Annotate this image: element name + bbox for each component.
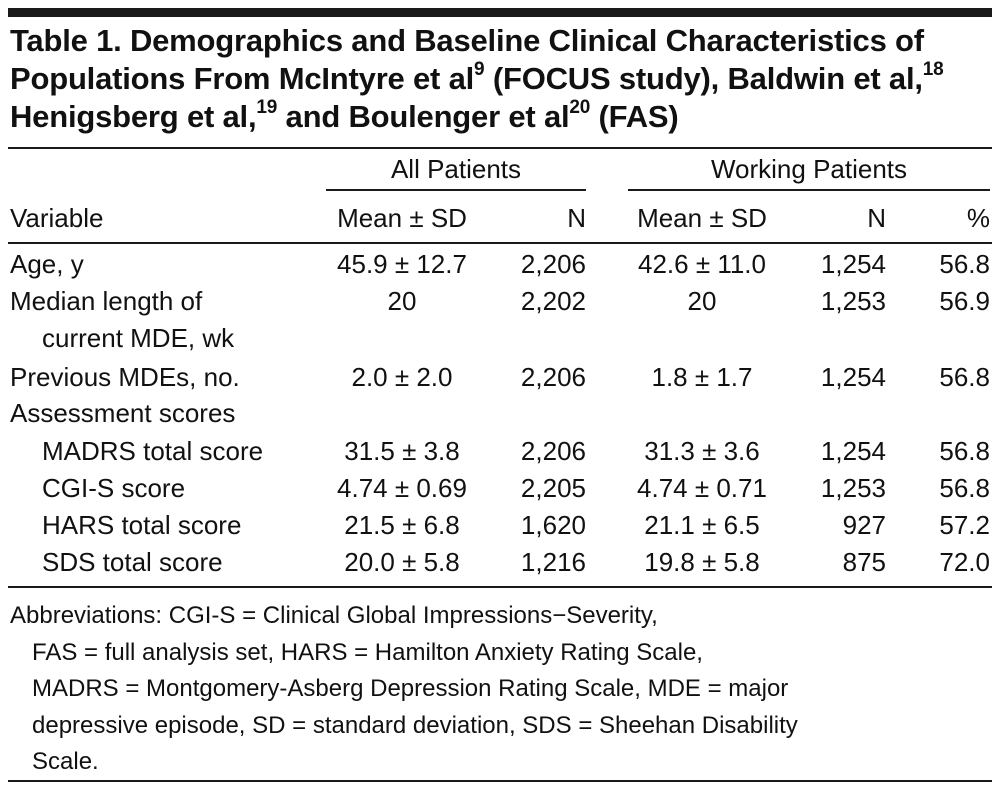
col-header-variable: Variable	[10, 203, 104, 233]
footnote-line: FAS = full analysis set, HARS = Hamilton…	[32, 638, 703, 666]
group-rule-working	[628, 189, 990, 191]
table-footnote: Abbreviations: CGI-S = Clinical Global I…	[10, 598, 990, 781]
table-bottom-rule	[8, 586, 992, 588]
group-header-working: Working Patients	[710, 154, 908, 184]
col-header-work-mean: Mean ± SD	[637, 203, 767, 233]
col-header-all-mean: Mean ± SD	[337, 203, 467, 233]
footnote-line: depressive episode, SD = standard deviat…	[32, 711, 798, 739]
group-header-all: All Patients	[390, 154, 522, 184]
title-bottom-rule	[8, 147, 992, 149]
footnote-line: Abbreviations: CGI-S = Clinical Global I…	[10, 602, 658, 629]
col-header-pct: %	[966, 203, 990, 233]
footnote-line: MADRS = Montgomery-Asberg Depression Rat…	[32, 675, 789, 702]
group-rule-all	[326, 189, 586, 191]
table-title: Table 1. Demographics and Baseline Clini…	[10, 23, 944, 134]
header-bottom-rule	[8, 242, 992, 244]
col-header-work-n: N	[867, 203, 886, 233]
footnote-bottom-rule	[8, 780, 992, 782]
col-header-all-n: N	[567, 203, 586, 233]
top-thick-rule	[8, 8, 992, 17]
footnote-line: Scale.	[32, 748, 99, 775]
